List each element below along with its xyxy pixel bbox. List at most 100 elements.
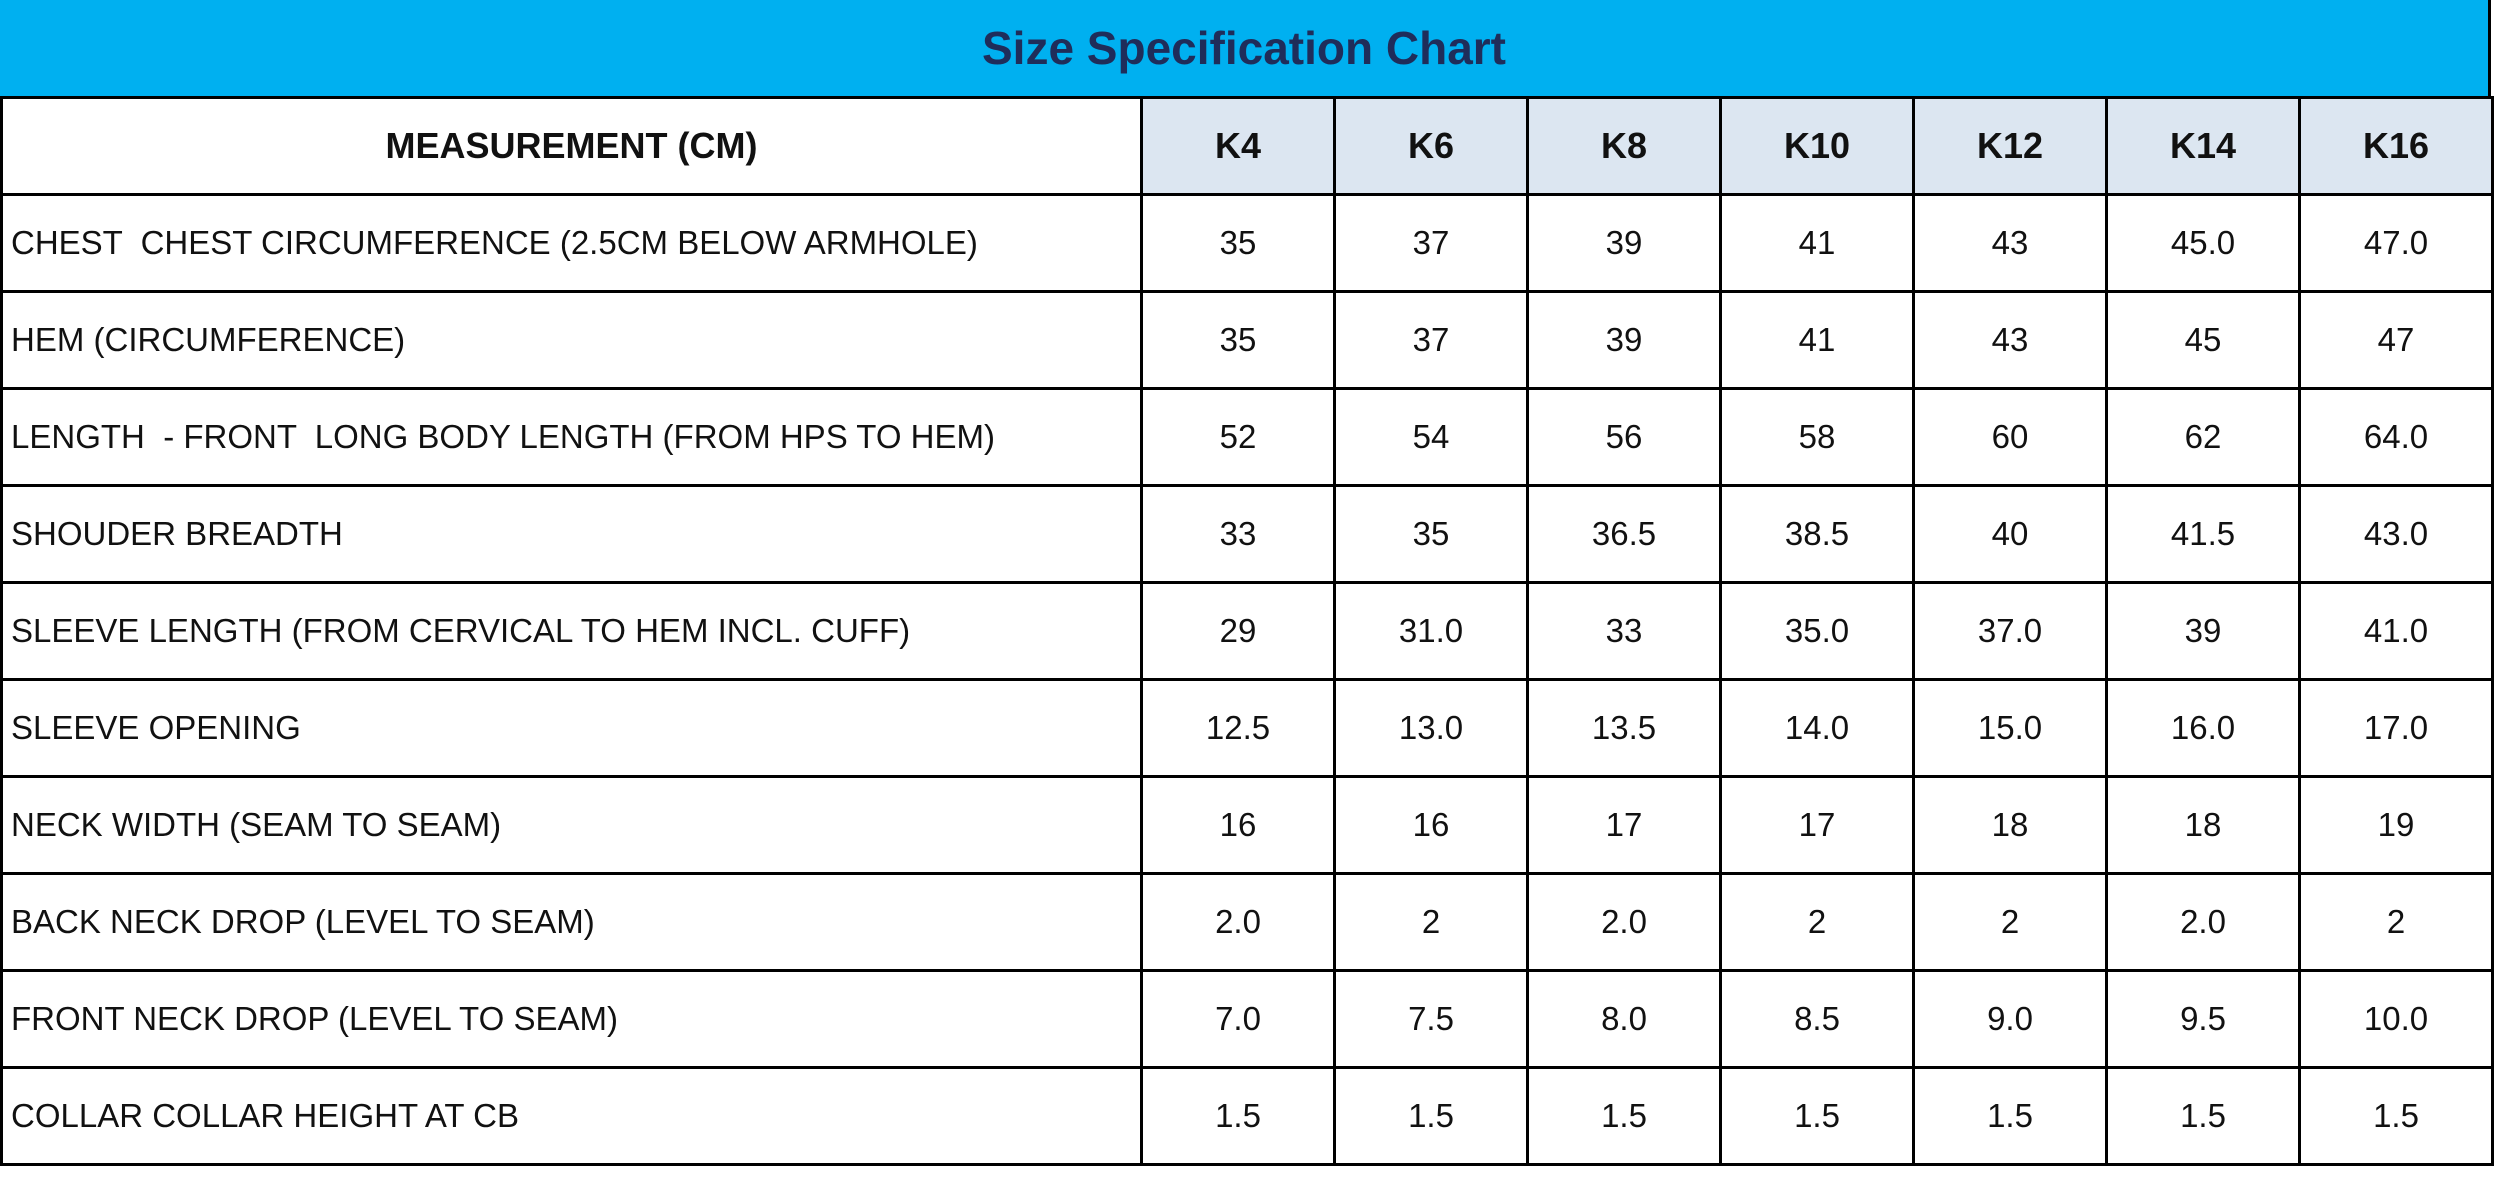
size-value: 35 [1333, 484, 1529, 584]
size-value: 35.0 [1719, 581, 1915, 681]
size-value: 37 [1333, 193, 1529, 293]
header-cell: K8 [1526, 96, 1722, 196]
table-row: COLLAR COLLAR HEIGHT AT CB 1.5 1.5 1.5 1.5 1.… [0, 1066, 2494, 1166]
table-row: BACK NECK DROP (LEVEL TO SEAM) 2.0 2 2.0 2 2 2… [0, 872, 2494, 972]
size-value: 1.5 [2298, 1066, 2494, 1166]
size-value: 47 [2298, 290, 2494, 390]
size-value: 58 [1719, 387, 1915, 487]
measurement-label: HEM (CIRCUMFERENCE) [0, 290, 1143, 390]
measurement-label: FRONT NECK DROP (LEVEL TO SEAM) [0, 969, 1143, 1069]
table-row: CHEST CHEST CIRCUMFERENCE (2.5CM BELOW A… [0, 193, 2494, 293]
header-cell: K14 [2105, 96, 2301, 196]
size-value: 14.0 [1719, 678, 1915, 778]
size-value: 7.0 [1140, 969, 1336, 1069]
measurement-label: SHOUDER BREADTH [0, 484, 1143, 584]
size-value: 35 [1140, 290, 1336, 390]
size-value: 2 [1719, 872, 1915, 972]
measurement-label: NECK WIDTH (SEAM TO SEAM) [0, 775, 1143, 875]
size-value: 2 [2298, 872, 2494, 972]
header-cell: MEASUREMENT (CM) [0, 96, 1143, 196]
table-row: SLEEVE OPENING 12.5 13.0 13.5 14.0 15.0 16.0 17… [0, 678, 2494, 778]
size-value: 62 [2105, 387, 2301, 487]
measurement-label: SLEEVE LENGTH (FROM CERVICAL TO HEM INCL… [0, 581, 1143, 681]
size-value: 13.0 [1333, 678, 1529, 778]
size-value: 41.0 [2298, 581, 2494, 681]
size-value: 12.5 [1140, 678, 1336, 778]
size-value: 1.5 [1526, 1066, 1722, 1166]
size-value: 47.0 [2298, 193, 2494, 293]
title-bar: Size Specification Chart [0, 0, 2491, 96]
size-value: 39 [1526, 290, 1722, 390]
size-value: 56 [1526, 387, 1722, 487]
size-value: 1.5 [1912, 1066, 2108, 1166]
size-value: 54 [1333, 387, 1529, 487]
measurement-label: SLEEVE OPENING [0, 678, 1143, 778]
table-row: HEM (CIRCUMFERENCE) 35 37 39 41 43 45 47 [0, 290, 2494, 390]
size-value: 9.5 [2105, 969, 2301, 1069]
header-row: MEASUREMENT (CM) K4 K6 K8 K10 K12 K14 K16 [0, 96, 2494, 196]
size-value: 33 [1526, 581, 1722, 681]
size-value: 8.5 [1719, 969, 1915, 1069]
size-value: 13.5 [1526, 678, 1722, 778]
size-value: 40 [1912, 484, 2108, 584]
size-value: 38.5 [1719, 484, 1915, 584]
size-value: 41 [1719, 193, 1915, 293]
size-value: 9.0 [1912, 969, 2108, 1069]
size-value: 43 [1912, 193, 2108, 293]
measurement-label: LENGTH - FRONT LONG BODY LENGTH (FROM HP… [0, 387, 1143, 487]
size-value: 31.0 [1333, 581, 1529, 681]
size-value: 41 [1719, 290, 1915, 390]
size-value: 16 [1140, 775, 1336, 875]
header-cell: K16 [2298, 96, 2494, 196]
size-value: 1.5 [1333, 1066, 1529, 1166]
size-value: 10.0 [2298, 969, 2494, 1069]
size-value: 2.0 [1526, 872, 1722, 972]
size-value: 2 [1333, 872, 1529, 972]
size-value: 15.0 [1912, 678, 2108, 778]
size-value: 2.0 [2105, 872, 2301, 972]
size-table: MEASUREMENT (CM) K4 K6 K8 K10 K12 K14 K16 CHEST… [0, 96, 2494, 1166]
size-value: 29 [1140, 581, 1336, 681]
size-value: 2 [1912, 872, 2108, 972]
size-value: 17 [1526, 775, 1722, 875]
size-value: 43 [1912, 290, 2108, 390]
table-row: SLEEVE LENGTH (FROM CERVICAL TO HEM INCL… [0, 581, 2494, 681]
size-value: 39 [1526, 193, 1722, 293]
size-value: 18 [1912, 775, 2108, 875]
size-value: 35 [1140, 193, 1336, 293]
size-value: 17.0 [2298, 678, 2494, 778]
size-value: 39 [2105, 581, 2301, 681]
size-value: 64.0 [2298, 387, 2494, 487]
size-value: 41.5 [2105, 484, 2301, 584]
size-value: 60 [1912, 387, 2108, 487]
size-value: 37 [1333, 290, 1529, 390]
table-row: NECK WIDTH (SEAM TO SEAM) 16 16 17 17 18 18 19 [0, 775, 2494, 875]
table-row: LENGTH - FRONT LONG BODY LENGTH (FROM HP… [0, 387, 2494, 487]
size-value: 16.0 [2105, 678, 2301, 778]
size-value: 36.5 [1526, 484, 1722, 584]
measurement-label: COLLAR COLLAR HEIGHT AT CB [0, 1066, 1143, 1166]
size-value: 18 [2105, 775, 2301, 875]
size-value: 33 [1140, 484, 1336, 584]
size-value: 17 [1719, 775, 1915, 875]
size-value: 43.0 [2298, 484, 2494, 584]
size-value: 52 [1140, 387, 1336, 487]
table-row: FRONT NECK DROP (LEVEL TO SEAM) 7.0 7.5 8.0… [0, 969, 2494, 1069]
header-cell: K12 [1912, 96, 2108, 196]
size-value: 37.0 [1912, 581, 2108, 681]
header-cell: K6 [1333, 96, 1529, 196]
size-value: 2.0 [1140, 872, 1336, 972]
measurement-label: CHEST CHEST CIRCUMFERENCE (2.5CM BELOW A… [0, 193, 1143, 293]
size-value: 45 [2105, 290, 2301, 390]
size-value: 1.5 [2105, 1066, 2301, 1166]
header-cell: K4 [1140, 96, 1336, 196]
size-value: 19 [2298, 775, 2494, 875]
size-value: 16 [1333, 775, 1529, 875]
measurement-label: BACK NECK DROP (LEVEL TO SEAM) [0, 872, 1143, 972]
header-cell: K10 [1719, 96, 1915, 196]
size-value: 1.5 [1719, 1066, 1915, 1166]
size-value: 45.0 [2105, 193, 2301, 293]
size-value: 7.5 [1333, 969, 1529, 1069]
size-value: 1.5 [1140, 1066, 1336, 1166]
